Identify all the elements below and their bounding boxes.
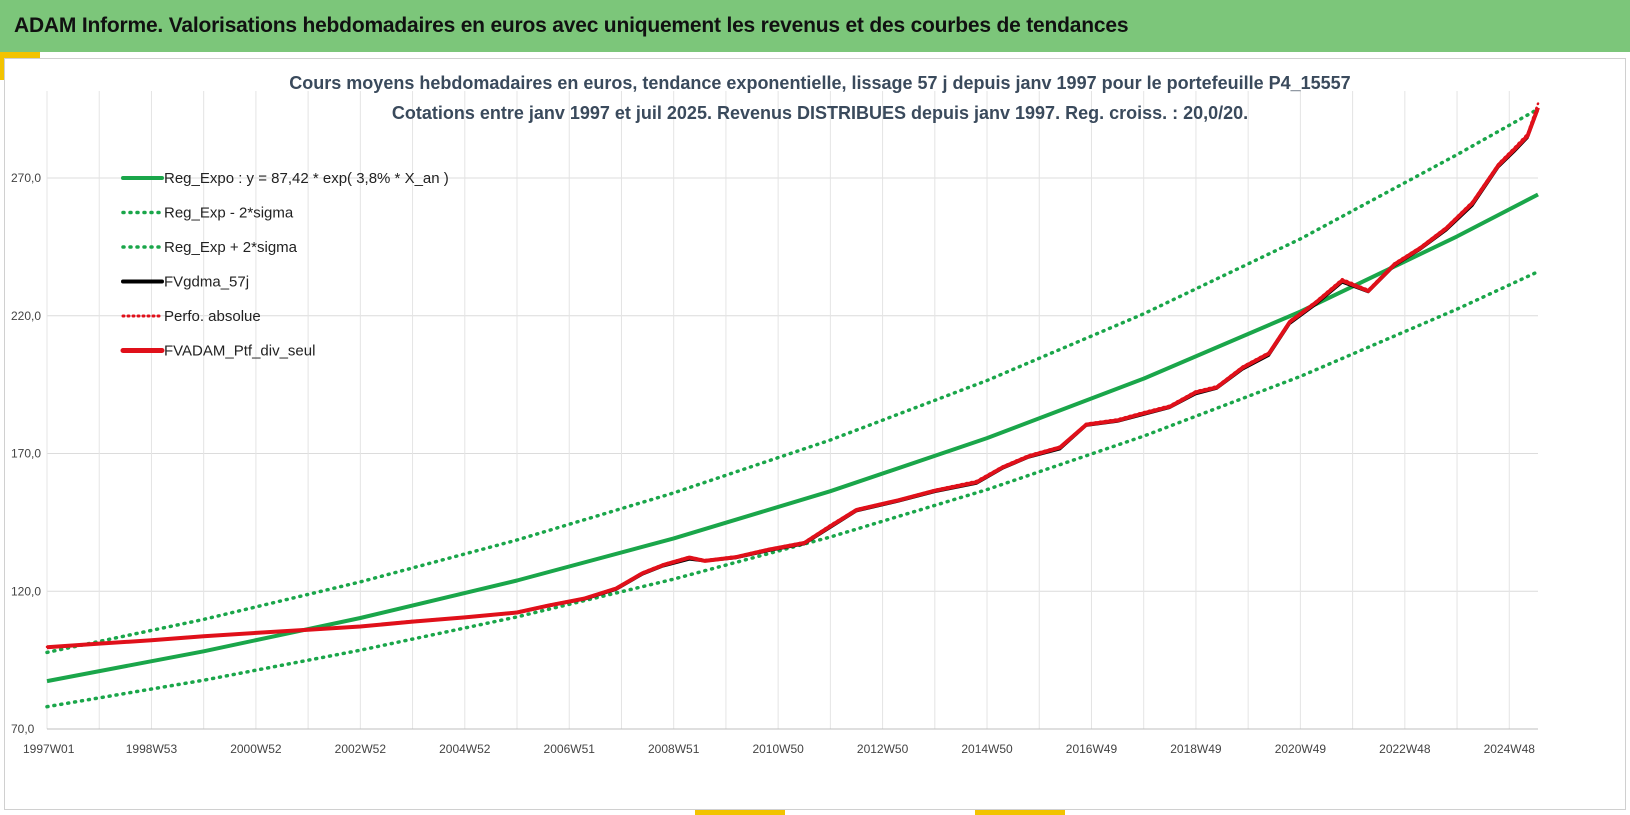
x-tick-label: 2016W49 (1066, 742, 1118, 756)
x-tick-label: 2000W52 (230, 742, 282, 756)
x-tick-label: 2002W52 (335, 742, 387, 756)
series-reg-exp-minus-2sigma (45, 269, 1540, 709)
chart-subtitle: Cotations entre janv 1997 et juil 2025. … (392, 103, 1248, 123)
x-axis-ticks: 1997W01 1998W53 2000W52 2002W52 2004W52 2006W… (23, 742, 1535, 756)
series-perfo-absolue (45, 102, 1540, 649)
chart-series (45, 102, 1540, 709)
series-reg-expo (46, 192, 1539, 684)
chart-title: Cours moyens hebdomadaires en euros, ten… (289, 73, 1350, 93)
header-bar: ADAM Informe. Valorisations hebdomadaire… (0, 0, 1630, 52)
y-axis-ticks: 70,0 120,0 170,0 220,0 270,0 (11, 171, 41, 736)
y-tick-label: 170,0 (11, 447, 41, 461)
x-tick-label: 2022W48 (1379, 742, 1431, 756)
x-tick-label: 2010W50 (752, 742, 804, 756)
y-tick-label: 120,0 (11, 584, 41, 598)
x-tick-label: 2006W51 (544, 742, 596, 756)
chart-legend: Reg_Expo : y = 87,42 * exp( 3,8% * X_an … (120, 170, 449, 360)
legend-item-reg-expo-label: Reg_Expo : y = 87,42 * exp( 3,8% * X_an … (164, 170, 449, 187)
legend-item-fvadam-label: FVADAM_Ptf_div_seul (164, 343, 315, 360)
x-tick-label: 1997W01 (23, 742, 75, 756)
accent-bar-top-left (0, 52, 40, 58)
series-fvgdma-57j (46, 110, 1539, 649)
legend-item-perfo-label: Perfo. absolue (164, 308, 261, 325)
accent-bar-left (0, 52, 6, 80)
accent-bar-bottom-1 (695, 810, 785, 815)
page-title: ADAM Informe. Valorisations hebdomadaire… (14, 14, 1129, 37)
x-tick-label: 2024W48 (1484, 742, 1536, 756)
x-tick-label: 2018W49 (1170, 742, 1222, 756)
x-tick-label: 2008W51 (648, 742, 700, 756)
series-fvadam-ptf-div-seul (46, 107, 1540, 650)
x-tick-label: 2014W50 (961, 742, 1013, 756)
line-chart: Cours moyens hebdomadaires en euros, ten… (11, 73, 1540, 756)
x-tick-label: 1998W53 (126, 742, 178, 756)
legend-item-fvgdma-label: FVgdma_57j (164, 274, 249, 291)
accent-bar-bottom-2 (975, 810, 1065, 815)
x-tick-label: 2020W49 (1275, 742, 1327, 756)
legend-item-reg-exp-minus-label: Reg_Exp - 2*sigma (164, 205, 294, 222)
x-tick-label: 2004W52 (439, 742, 491, 756)
legend-item-reg-exp-plus-label: Reg_Exp + 2*sigma (164, 239, 298, 256)
y-tick-label: 270,0 (11, 171, 41, 185)
y-tick-label: 220,0 (11, 309, 41, 323)
series-reg-exp-plus-2sigma (45, 107, 1540, 655)
chart-frame: Cours moyens hebdomadaires en euros, ten… (4, 58, 1626, 810)
y-tick-label: 70,0 (11, 722, 35, 736)
x-tick-label: 2012W50 (857, 742, 909, 756)
